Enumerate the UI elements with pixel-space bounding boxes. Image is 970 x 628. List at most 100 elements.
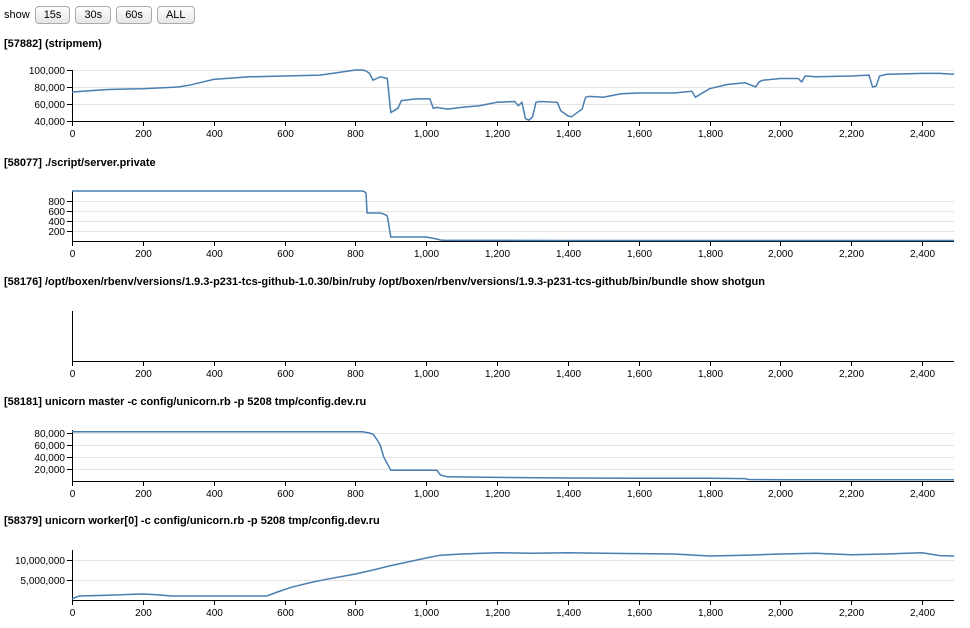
show-30s-button[interactable]: 30s xyxy=(75,6,112,24)
x-tick: 400 xyxy=(206,241,223,260)
x-tick: 1,200 xyxy=(485,241,510,260)
x-tick-label: 2,200 xyxy=(839,129,864,140)
x-tick-label: 2,400 xyxy=(910,489,935,500)
x-tick: 2,400 xyxy=(910,241,935,260)
y-tick-label: 600 xyxy=(48,207,65,218)
x-tick-label: 1,400 xyxy=(556,369,581,380)
x-tick: 1,200 xyxy=(485,361,510,380)
show-all-button[interactable]: ALL xyxy=(156,6,195,24)
x-tick: 800 xyxy=(347,481,364,500)
x-tick: 200 xyxy=(135,121,152,140)
y-tick-label: 200 xyxy=(48,227,65,238)
chart-title-server-private: [58077] ./script/server.private xyxy=(4,157,156,169)
y-tick-label: 40,000 xyxy=(34,453,65,464)
x-tick: 800 xyxy=(347,121,364,140)
chart-title-unicorn-master: [58181] unicorn master -c config/unicorn… xyxy=(4,396,367,408)
x-tick: 600 xyxy=(277,481,294,500)
x-tick-label: 2,400 xyxy=(910,608,935,619)
y-tick: 10,000,000 xyxy=(15,556,72,567)
x-tick-label: 1,000 xyxy=(414,369,439,380)
x-tick-label: 1,200 xyxy=(485,608,510,619)
x-tick: 200 xyxy=(135,481,152,500)
y-tick-label: 40,000 xyxy=(34,117,65,128)
series-line xyxy=(71,552,955,600)
series-line xyxy=(72,190,954,242)
x-tick: 1,200 xyxy=(485,481,510,500)
x-tick-label: 200 xyxy=(135,489,152,500)
x-tick: 1,400 xyxy=(556,241,581,260)
x-tick: 2,000 xyxy=(768,241,793,260)
y-tick: 200 xyxy=(48,227,72,238)
y-tick: 80,000 xyxy=(34,429,72,440)
y-tick: 60,000 xyxy=(34,441,72,452)
x-tick-label: 1,200 xyxy=(485,369,510,380)
y-tick-label: 20,000 xyxy=(34,465,65,476)
x-tick-label: 1,600 xyxy=(627,608,652,619)
show-60s-button[interactable]: 60s xyxy=(116,6,152,24)
show-label: show xyxy=(4,9,30,21)
x-tick: 400 xyxy=(206,361,223,380)
x-tick-label: 1,600 xyxy=(627,129,652,140)
x-tick: 1,200 xyxy=(485,600,510,619)
y-tick-label: 60,000 xyxy=(34,100,65,111)
x-tick-label: 1,400 xyxy=(556,249,581,260)
y-tick: 600 xyxy=(48,207,72,218)
x-tick-label: 200 xyxy=(135,608,152,619)
x-tick-label: 400 xyxy=(206,129,223,140)
y-tick-label: 400 xyxy=(48,217,65,228)
chart-bundle-show: 0 200 400 600 800 1,000 1,200 1,400 1,600 1,800 2,… xyxy=(70,311,954,380)
x-tick: 0 xyxy=(70,241,76,260)
x-tick: 400 xyxy=(206,481,223,500)
x-tick: 2,200 xyxy=(839,481,864,500)
x-tick: 800 xyxy=(347,361,364,380)
x-tick-label: 2,200 xyxy=(839,608,864,619)
y-tick-label: 800 xyxy=(48,197,65,208)
y-tick-label: 10,000,000 xyxy=(15,556,65,567)
x-tick: 400 xyxy=(206,600,223,619)
x-tick-label: 0 xyxy=(70,249,76,260)
x-tick-label: 800 xyxy=(347,489,364,500)
x-tick-label: 1,800 xyxy=(698,608,723,619)
x-tick-label: 0 xyxy=(70,369,76,380)
x-tick-label: 1,400 xyxy=(556,129,581,140)
x-tick-label: 2,000 xyxy=(768,249,793,260)
y-tick-label: 80,000 xyxy=(34,429,65,440)
x-tick-label: 1,800 xyxy=(698,129,723,140)
x-tick: 1,800 xyxy=(698,600,723,619)
y-tick: 40,000 xyxy=(34,117,72,128)
x-tick: 1,800 xyxy=(698,481,723,500)
x-tick: 200 xyxy=(135,600,152,619)
x-tick: 2,400 xyxy=(910,121,935,140)
x-tick: 0 xyxy=(70,600,76,619)
x-tick: 1,600 xyxy=(627,361,652,380)
x-tick: 1,400 xyxy=(556,481,581,500)
y-tick: 20,000 xyxy=(34,465,72,476)
x-tick-label: 600 xyxy=(277,489,294,500)
x-tick-label: 1,000 xyxy=(414,249,439,260)
x-tick-label: 0 xyxy=(70,608,76,619)
time-range-toolbar: show 15s 30s 60s ALL xyxy=(4,5,200,25)
x-tick: 1,600 xyxy=(627,600,652,619)
x-tick-label: 400 xyxy=(206,369,223,380)
x-tick: 2,200 xyxy=(839,121,864,140)
x-tick-label: 2,000 xyxy=(768,369,793,380)
x-tick: 1,400 xyxy=(556,361,581,380)
x-tick: 800 xyxy=(347,600,364,619)
x-tick: 1,600 xyxy=(627,481,652,500)
y-tick: 100,000 xyxy=(29,66,72,77)
x-tick-label: 1,800 xyxy=(698,489,723,500)
x-tick: 2,400 xyxy=(910,361,935,380)
x-tick-label: 1,800 xyxy=(698,369,723,380)
x-tick-label: 800 xyxy=(347,608,364,619)
x-tick-label: 0 xyxy=(70,129,76,140)
show-15s-button[interactable]: 15s xyxy=(34,6,71,24)
y-tick: 40,000 xyxy=(34,453,72,464)
x-tick-label: 400 xyxy=(206,489,223,500)
x-tick: 2,000 xyxy=(768,481,793,500)
x-tick-label: 1,200 xyxy=(485,129,510,140)
x-tick-label: 400 xyxy=(206,608,223,619)
x-tick: 2,000 xyxy=(768,600,793,619)
chart-stripmem: 40,000 60,000 80,000 100,000 0 200 400 600 800 1,… xyxy=(29,66,955,140)
